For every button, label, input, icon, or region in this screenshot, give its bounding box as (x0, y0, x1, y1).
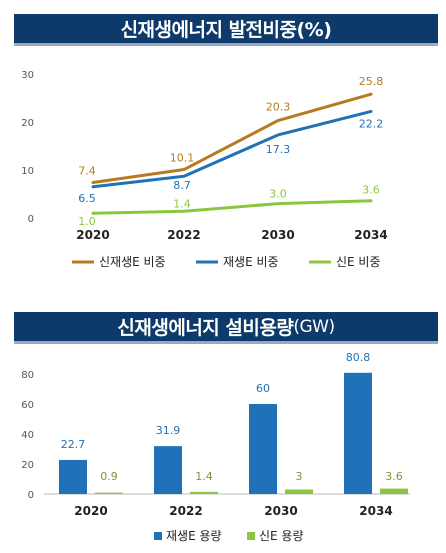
data-label: 22.2 (359, 117, 384, 130)
series-line (91, 199, 373, 215)
y-tick-label: 20 (21, 118, 34, 129)
bar-chart-title-unit: (GW) (293, 316, 335, 337)
y-tick-label: 40 (21, 430, 34, 441)
data-label: 1.4 (195, 470, 213, 483)
x-tick-label: 2020 (74, 504, 107, 518)
legend-label: 신E 용량 (259, 529, 304, 543)
data-label: 17.3 (266, 143, 291, 156)
x-tick-label: 2034 (354, 228, 387, 242)
legend-label: 신E 비중 (336, 255, 381, 269)
y-tick-label: 0 (28, 490, 34, 501)
legend-swatch (154, 532, 162, 540)
bar (154, 446, 182, 494)
series-line (91, 109, 373, 189)
data-label: 0.9 (100, 470, 118, 483)
legend-label: 신재생E 비중 (99, 255, 166, 269)
data-label: 6.5 (78, 192, 96, 205)
series-line (91, 92, 373, 184)
x-tick-label: 2030 (264, 504, 297, 518)
bar (249, 404, 277, 494)
data-label: 10.1 (170, 152, 195, 165)
data-label: 8.7 (173, 179, 191, 192)
x-tick-label: 2030 (261, 228, 294, 242)
data-label: 3 (296, 470, 303, 483)
data-label: 60 (256, 382, 270, 395)
data-label: 3.6 (362, 184, 380, 197)
bar (59, 459, 87, 494)
bar-chart-title: 신재생에너지 설비용량 (GW) (14, 312, 438, 344)
y-tick-label: 10 (21, 166, 34, 177)
data-label: 25.8 (359, 75, 384, 88)
data-label: 7.4 (78, 164, 96, 177)
data-label: 31.9 (156, 424, 181, 437)
y-tick-label: 20 (21, 460, 34, 471)
bar (190, 491, 218, 494)
bar (285, 489, 313, 494)
bar-chart-title-main: 신재생에너지 설비용량 (117, 317, 294, 339)
y-tick-label: 80 (21, 370, 34, 381)
y-tick-label: 30 (21, 70, 34, 81)
x-tick-label: 2020 (76, 228, 109, 242)
data-label: 1.0 (78, 215, 96, 228)
bar (95, 492, 123, 494)
line-chart-title-text: 신재생에너지 발전비중(%) (120, 19, 332, 41)
data-label: 3.0 (269, 188, 287, 201)
x-tick-label: 2022 (169, 504, 202, 518)
data-label: 3.6 (385, 470, 403, 483)
x-tick-label: 2034 (359, 504, 392, 518)
legend-label: 재생E 용량 (166, 529, 222, 543)
legend-label: 재생E 비중 (223, 255, 279, 269)
x-tick-label: 2022 (167, 228, 200, 242)
data-label: 22.7 (61, 438, 86, 451)
legend-swatch (247, 532, 255, 540)
bar-chart: 0 20 40 60 80 2020 2022 2030 2034 22.7 31.9 60 80.8 0… (21, 351, 410, 543)
data-label: 1.4 (173, 197, 191, 210)
data-label: 20.3 (266, 101, 291, 114)
y-tick-label: 0 (28, 214, 34, 225)
bar (344, 372, 372, 494)
y-tick-label: 60 (21, 400, 34, 411)
data-label: 80.8 (346, 351, 371, 364)
line-chart-title: 신재생에너지 발전비중(%) (14, 14, 438, 46)
bar (380, 488, 408, 494)
